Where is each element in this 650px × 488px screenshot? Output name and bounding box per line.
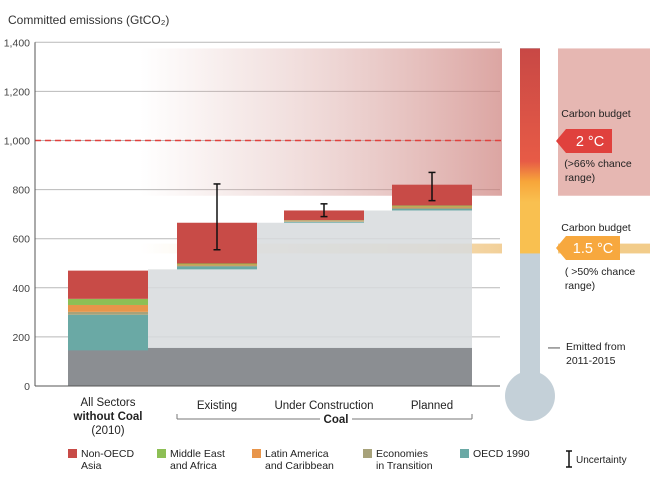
budget-bands bbox=[35, 48, 650, 254]
bar-all-sectors-non-oecd-asia bbox=[68, 270, 148, 299]
y-tick-label: 600 bbox=[12, 234, 30, 246]
waterfall-steps bbox=[148, 210, 472, 348]
y-tick-label: 1,000 bbox=[4, 136, 30, 148]
budget-2c-note: (>66% chance bbox=[564, 158, 632, 170]
budget-15c-note: ( >50% chance bbox=[565, 266, 635, 278]
bar-coal-3-oecd-1990 bbox=[392, 208, 472, 211]
budget-2c-title: Carbon budget bbox=[561, 108, 631, 120]
category-label: All Sectors bbox=[81, 397, 136, 409]
thermometer: Carbon budget 2 °C (>66% chance range) Carbo… bbox=[492, 18, 635, 434]
budget-15c-title: Carbon budget bbox=[561, 222, 631, 234]
budget-2c-range-band-right bbox=[545, 48, 650, 196]
bar-all-sectors-economies-in-transition bbox=[68, 311, 148, 315]
coal-group-label: Coal bbox=[324, 414, 349, 426]
bar-all-sectors-latin-america-and-caribbean bbox=[68, 304, 148, 312]
category-label: Existing bbox=[197, 400, 237, 412]
legend-swatch bbox=[363, 449, 372, 458]
bar-coal-1-latin-america-and-caribbean bbox=[177, 264, 257, 266]
thermometer-bulb bbox=[505, 371, 555, 421]
bar-coal-3-middle-east-and-africa bbox=[392, 205, 472, 207]
emitted-label: 2011-2015 bbox=[566, 355, 616, 367]
bar-coal-3-economies-in-transition bbox=[392, 207, 472, 209]
emitted-label: Emitted from bbox=[566, 341, 626, 353]
budget-15c-badge bbox=[556, 236, 620, 260]
budget-2c-range-band bbox=[140, 48, 550, 196]
legend-swatch bbox=[252, 449, 261, 458]
budget-2c-badge bbox=[556, 129, 612, 153]
legend-label: in Transition bbox=[376, 460, 433, 472]
budget-15c-value: 1.5 °C bbox=[573, 241, 613, 257]
y-tick-label: 1,200 bbox=[4, 86, 30, 98]
bar-coal-2-oecd-1990 bbox=[284, 221, 364, 223]
legend-swatch bbox=[68, 449, 77, 458]
legend-label: Economies bbox=[376, 448, 428, 460]
legend-label: OECD 1990 bbox=[473, 448, 530, 460]
legend-label: and Africa bbox=[170, 460, 217, 472]
y-tick-label: 200 bbox=[12, 332, 30, 344]
bar-coal-3-latin-america-and-caribbean bbox=[392, 206, 472, 208]
bar-all-sectors-middle-east-and-africa bbox=[68, 298, 148, 305]
category-label: without Coal bbox=[73, 411, 143, 423]
legend-label: Asia bbox=[81, 460, 102, 472]
category-label: Planned bbox=[411, 400, 453, 412]
budget-2c-value: 2 °C bbox=[576, 134, 604, 150]
budget-15c-note: range) bbox=[565, 280, 595, 292]
bar-coal-1-economies-in-transition bbox=[177, 265, 257, 267]
uncertainty-label: Uncertainty bbox=[576, 455, 627, 466]
legend-label: and Caribbean bbox=[265, 460, 334, 472]
y-tick-label: 0 bbox=[24, 381, 30, 393]
category-label: (2010) bbox=[91, 425, 124, 437]
bars bbox=[68, 171, 472, 386]
bar-coal-1-oecd-1990 bbox=[177, 266, 257, 270]
category-label: Under Construction bbox=[274, 400, 373, 412]
bar-coal-1-middle-east-and-africa bbox=[177, 263, 257, 265]
legend-label: Latin America bbox=[265, 448, 329, 460]
legend-label: Middle East bbox=[170, 448, 225, 460]
y-tick-label: 1,400 bbox=[4, 37, 30, 49]
legend-swatch bbox=[460, 449, 469, 458]
thermometer-fill bbox=[520, 48, 540, 254]
y-tick-label: 400 bbox=[12, 283, 30, 295]
legend-label: Non-OECD bbox=[81, 448, 135, 460]
chart-title: Committed emissions (GtCO₂) bbox=[8, 13, 169, 27]
budget-2c-note: range) bbox=[565, 172, 595, 184]
axis: 0 200 400 600 800 1,000 1,200 1,400 All Sectors w… bbox=[4, 37, 500, 437]
bar-all-sectors-oecd-1990 bbox=[68, 314, 148, 351]
legend-swatch bbox=[157, 449, 166, 458]
y-tick-label: 800 bbox=[12, 185, 30, 197]
emitted-2011-2015-block bbox=[68, 347, 472, 386]
